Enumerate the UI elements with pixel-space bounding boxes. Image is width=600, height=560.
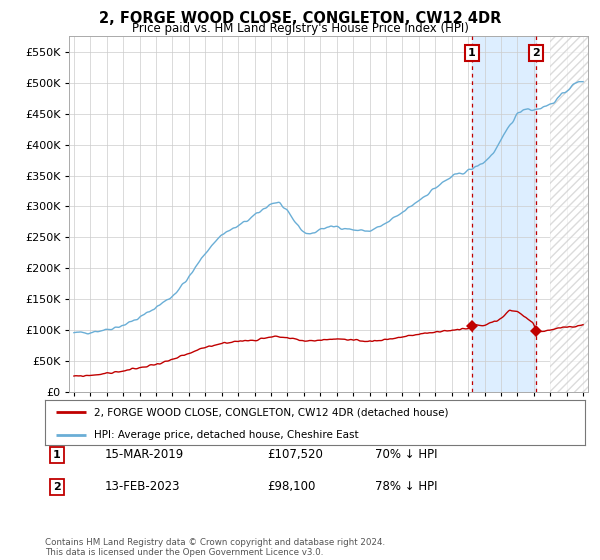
Text: £98,100: £98,100 bbox=[267, 480, 316, 493]
Text: HPI: Average price, detached house, Cheshire East: HPI: Average price, detached house, Ches… bbox=[94, 430, 358, 440]
Text: 15-MAR-2019: 15-MAR-2019 bbox=[105, 448, 184, 461]
Text: 2, FORGE WOOD CLOSE, CONGLETON, CW12 4DR: 2, FORGE WOOD CLOSE, CONGLETON, CW12 4DR bbox=[99, 11, 501, 26]
Text: 78% ↓ HPI: 78% ↓ HPI bbox=[375, 480, 437, 493]
Text: 2: 2 bbox=[532, 48, 539, 58]
Text: Price paid vs. HM Land Registry's House Price Index (HPI): Price paid vs. HM Land Registry's House … bbox=[131, 22, 469, 35]
Text: 2: 2 bbox=[53, 482, 61, 492]
Text: 13-FEB-2023: 13-FEB-2023 bbox=[105, 480, 181, 493]
Text: Contains HM Land Registry data © Crown copyright and database right 2024.
This d: Contains HM Land Registry data © Crown c… bbox=[45, 538, 385, 557]
Text: 70% ↓ HPI: 70% ↓ HPI bbox=[375, 448, 437, 461]
Bar bbox=[550, 36, 588, 392]
Text: 2, FORGE WOOD CLOSE, CONGLETON, CW12 4DR (detached house): 2, FORGE WOOD CLOSE, CONGLETON, CW12 4DR… bbox=[94, 408, 448, 418]
Text: 1: 1 bbox=[467, 48, 475, 58]
Text: £107,520: £107,520 bbox=[267, 448, 323, 461]
Bar bbox=[472, 36, 536, 392]
Text: 1: 1 bbox=[53, 450, 61, 460]
